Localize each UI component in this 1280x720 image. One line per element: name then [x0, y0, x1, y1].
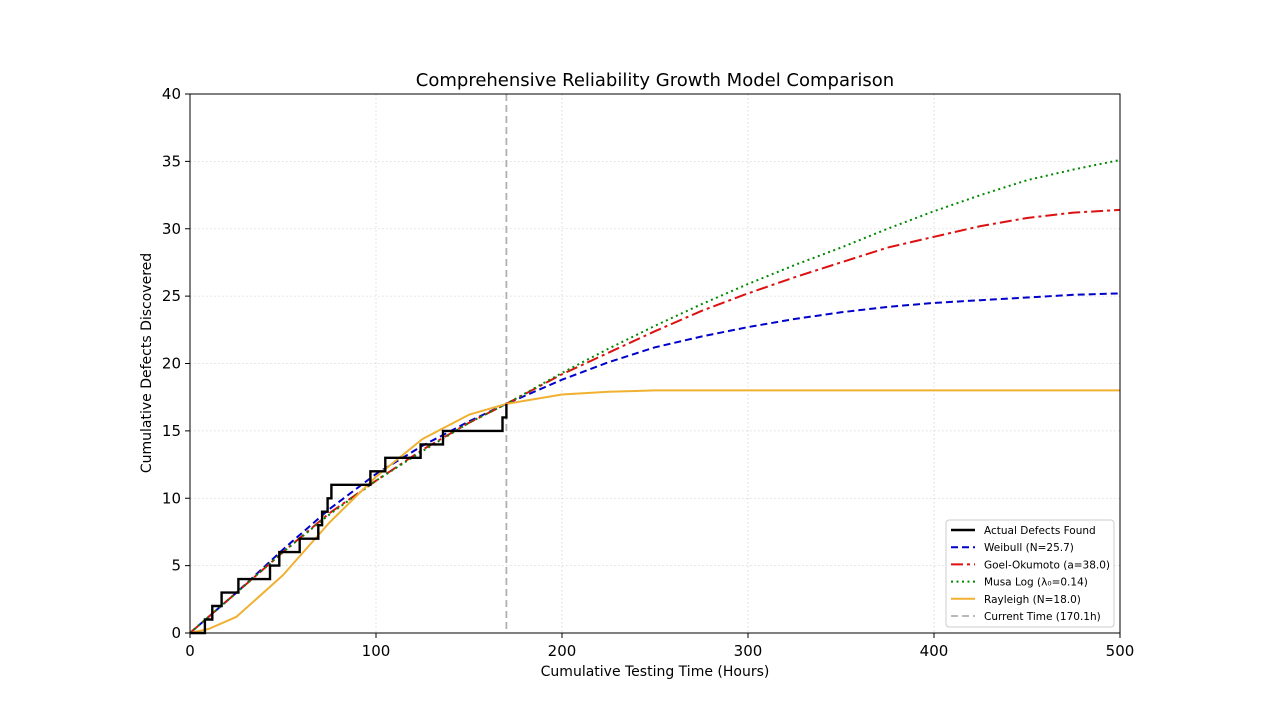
y-tick-label: 35: [162, 152, 181, 170]
y-axis-label: Cumulative Defects Discovered: [139, 253, 155, 473]
chart-title: Comprehensive Reliability Growth Model C…: [416, 70, 894, 91]
series-line-0: [189, 292, 1121, 634]
x-tick-label: 100: [362, 642, 391, 660]
series-layer: [189, 159, 1121, 635]
legend-label: Actual Defects Found: [984, 525, 1096, 537]
y-tick-label: 5: [171, 557, 181, 575]
legend-label: Current Time (170.1h): [984, 611, 1101, 623]
legend-box: [945, 519, 1115, 628]
x-tick-label: 400: [920, 642, 949, 660]
legend-label: Rayleigh (N=18.0): [984, 594, 1081, 606]
actual-defects-step-line: [190, 403, 508, 635]
y-tick-label: 15: [162, 422, 181, 440]
x-ticks: 0 100 200 300 400 500: [185, 633, 1134, 660]
x-tick-label: 0: [185, 642, 195, 660]
legend-label: Goel-Okumoto (a=38.0): [984, 559, 1110, 571]
y-tick-label: 30: [162, 220, 181, 238]
legend-label: Musa Log (λ₀=0.14): [984, 577, 1088, 589]
legend: Actual Defects Found Weibull (N=25.7) Goel…: [945, 519, 1115, 628]
x-tick-label: 300: [734, 642, 763, 660]
y-tick-label: 10: [162, 489, 181, 507]
y-tick-label: 20: [162, 355, 181, 373]
x-tick-label: 500: [1106, 642, 1135, 660]
y-tick-label: 40: [162, 85, 181, 103]
legend-label: Weibull (N=25.7): [984, 542, 1074, 554]
series-line-1: [189, 208, 1121, 634]
y-tick-label: 0: [171, 624, 181, 642]
y-tick-label: 25: [162, 287, 181, 305]
y-ticks: 0 5 10 15 20 25 30 35 40: [162, 85, 190, 642]
x-tick-label: 200: [548, 642, 577, 660]
x-axis-label: Cumulative Testing Time (Hours): [541, 664, 770, 680]
